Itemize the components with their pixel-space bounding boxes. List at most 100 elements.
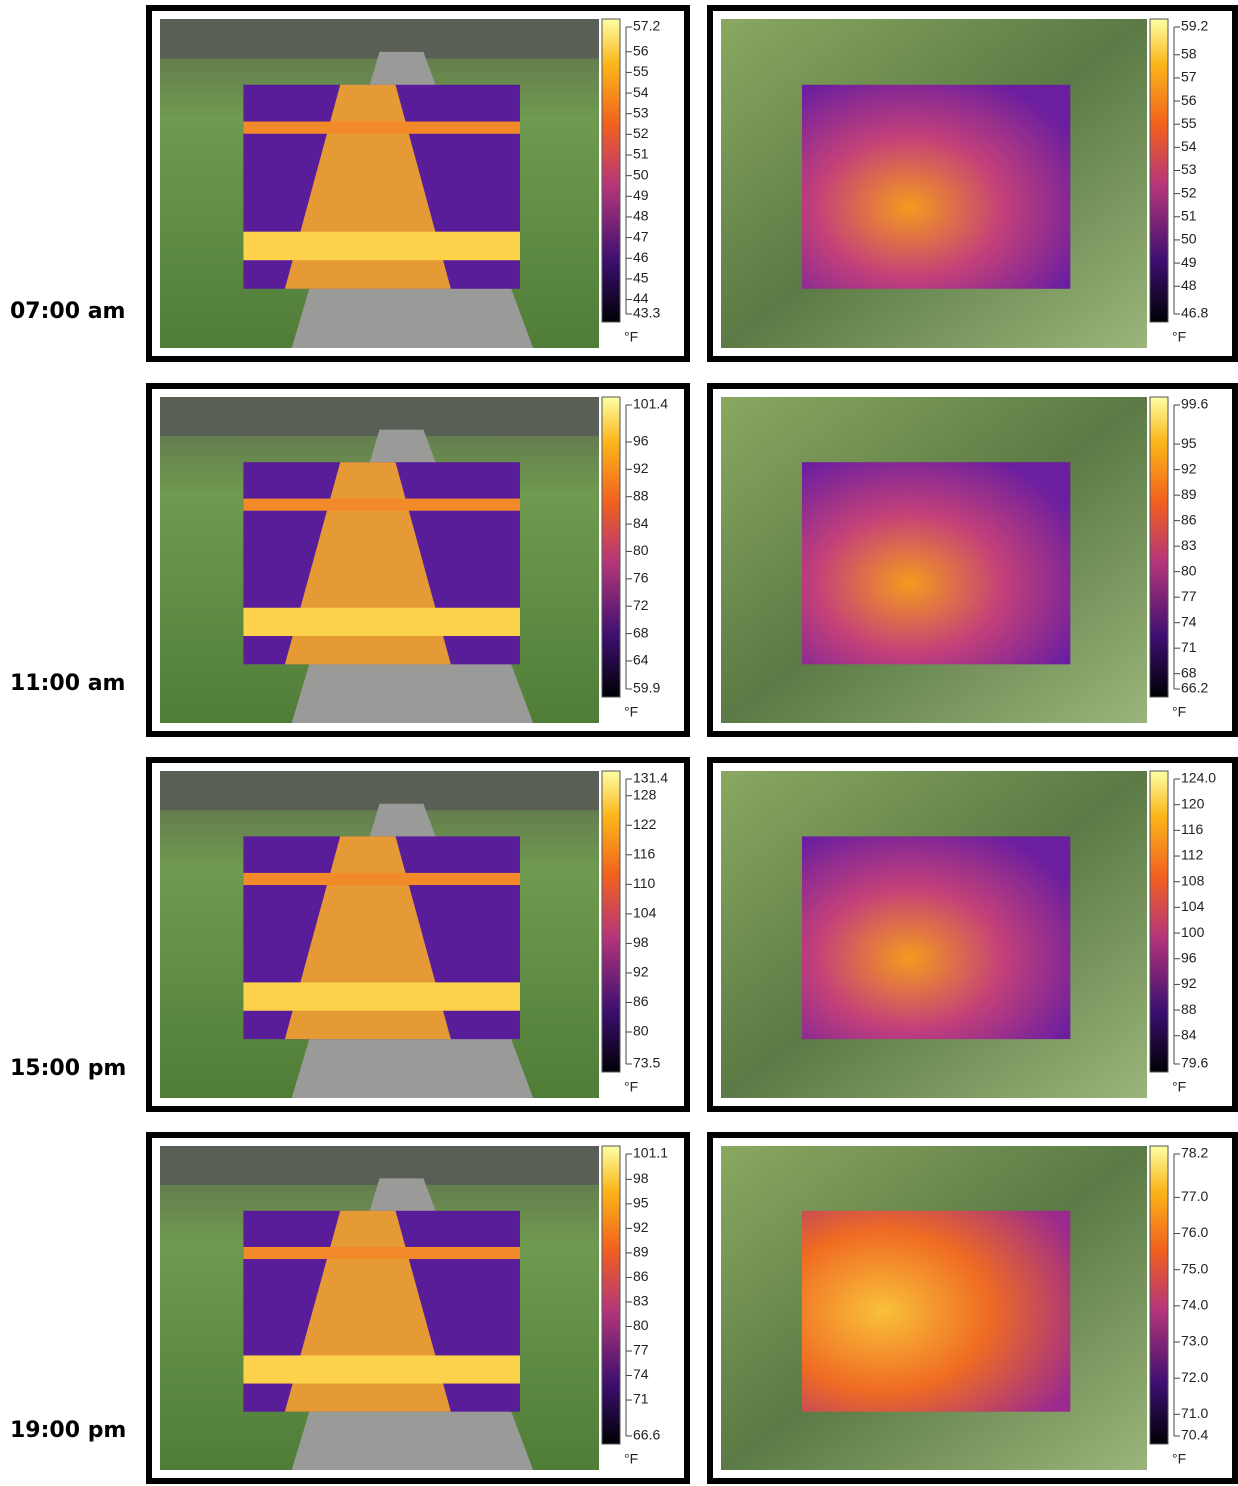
tick-label: 116 [633, 846, 656, 862]
tick-label: 77.0 [1181, 1188, 1208, 1204]
tick-label: 56 [1181, 92, 1197, 108]
tick-label: 73.5 [633, 1055, 660, 1071]
tick-label: 46.8 [1181, 305, 1208, 321]
tick-label: 70.4 [1181, 1427, 1208, 1443]
tick-label: 84 [1181, 1026, 1197, 1042]
thermal-panel: 131.41281221161101049892868073.5°F [149, 760, 687, 1109]
tick-label: 73.0 [1181, 1333, 1208, 1349]
tick-label: 68 [633, 624, 649, 640]
hot-band [243, 1355, 520, 1383]
tick-label: 104 [1181, 898, 1205, 914]
tick-label: 72.0 [1181, 1369, 1208, 1385]
hot-band [243, 232, 520, 261]
colorbar [1150, 1146, 1168, 1444]
tick-label: 66.2 [1181, 680, 1208, 696]
tick-label: 52 [633, 125, 649, 141]
hot-band [243, 122, 520, 134]
colorbar [1150, 397, 1168, 697]
tick-label: 68 [1181, 664, 1197, 680]
tick-label: 55 [1181, 115, 1197, 131]
tick-label: 112 [1181, 847, 1204, 863]
tick-label: 74 [1181, 613, 1197, 629]
tick-label: 75.0 [1181, 1260, 1208, 1276]
unit-label: °F [1172, 329, 1186, 345]
tick-label: 101.4 [633, 396, 668, 412]
tick-label: 76 [633, 570, 649, 586]
tick-label: 104 [633, 905, 657, 921]
figure: 07:00 am57.25655545352515049484746454443… [0, 0, 1238, 1486]
colorbar [1150, 771, 1168, 1072]
page: {"rows": [ {"time": "07:00 am", "panels"… [0, 0, 1238, 1486]
tick-label: 86 [1181, 511, 1197, 527]
tick-label: 51 [1181, 207, 1197, 223]
thermal-panel: 101.19895928986838077747166.6°F [149, 1135, 687, 1481]
thermal-panel: 78.277.076.075.074.073.072.071.070.4°F [710, 1135, 1235, 1481]
tick-label: 80 [633, 1317, 649, 1333]
tick-label: 48 [633, 208, 649, 224]
tick-label: 46 [633, 249, 649, 265]
tick-label: 88 [633, 487, 649, 503]
tick-label: 78.2 [1181, 1145, 1208, 1161]
tick-label: 89 [1181, 486, 1197, 502]
thermal-overlay [802, 1211, 1070, 1412]
thermal-overlay [802, 85, 1070, 289]
tick-label: 45 [633, 270, 649, 286]
tick-label: 55 [633, 63, 649, 79]
tick-label: 86 [633, 1268, 649, 1284]
tick-label: 92 [633, 1219, 649, 1235]
tick-label: 124.0 [1181, 770, 1216, 786]
tick-label: 89 [633, 1244, 649, 1260]
tick-label: 54 [633, 84, 649, 100]
tick-label: 116 [1181, 821, 1204, 837]
tick-label: 80 [633, 542, 649, 558]
tick-label: 84 [633, 515, 649, 531]
tick-label: 56 [633, 42, 649, 58]
time-label: 15:00 pm [10, 1056, 126, 1081]
tick-label: 57.2 [633, 18, 660, 34]
tick-label: 83 [633, 1293, 649, 1309]
colorbar [602, 397, 620, 697]
tick-label: 128 [633, 786, 657, 802]
tick-label: 74.0 [1181, 1297, 1208, 1313]
tick-label: 71 [1181, 639, 1197, 655]
tick-label: 131.4 [633, 770, 668, 786]
tick-label: 86 [633, 993, 649, 1009]
tick-label: 53 [633, 104, 649, 120]
tick-label: 92 [1181, 460, 1197, 476]
unit-label: °F [1172, 1451, 1186, 1467]
tick-label: 47 [633, 228, 649, 244]
tick-label: 95 [633, 1195, 649, 1211]
tick-label: 80 [1181, 562, 1197, 578]
tick-label: 71 [633, 1391, 649, 1407]
tick-label: 88 [1181, 1001, 1197, 1017]
tick-label: 92 [1181, 975, 1197, 991]
tick-label: 51 [633, 146, 649, 162]
tick-label: 98 [633, 1170, 649, 1186]
tick-label: 58 [1181, 45, 1197, 61]
tick-label: 52 [1181, 184, 1197, 200]
tick-label: 59.9 [633, 680, 660, 696]
tick-label: 110 [633, 875, 656, 891]
unit-label: °F [1172, 1079, 1186, 1095]
hot-band [243, 608, 520, 636]
thermal-overlay [802, 462, 1070, 664]
unit-label: °F [1172, 704, 1186, 720]
tick-label: 83 [1181, 537, 1197, 553]
tick-label: 71.0 [1181, 1405, 1208, 1421]
tick-label: 50 [1181, 231, 1197, 247]
tick-label: 53 [1181, 161, 1197, 177]
tick-label: 77 [633, 1342, 649, 1358]
time-label: 11:00 am [10, 671, 125, 696]
tick-label: 80 [633, 1023, 649, 1039]
tick-label: 101.1 [633, 1145, 668, 1161]
colorbar [602, 1146, 620, 1444]
tick-label: 50 [633, 166, 649, 182]
tick-label: 100 [1181, 924, 1205, 940]
hot-band [243, 499, 520, 511]
tick-label: 95 [1181, 435, 1197, 451]
tick-label: 96 [633, 433, 649, 449]
